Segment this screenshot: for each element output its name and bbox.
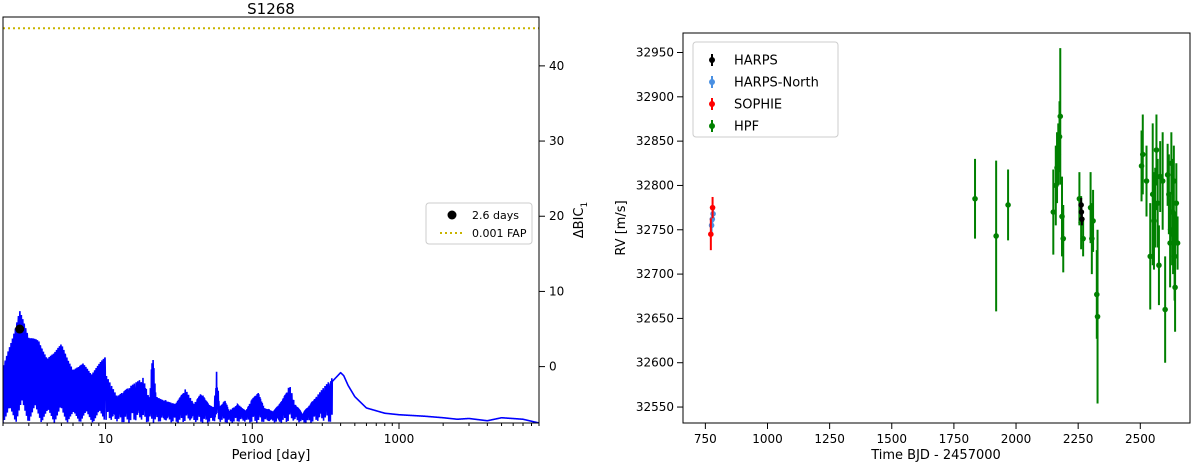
legend-fap-label: 0.001 FAP (472, 227, 527, 240)
rv-point (1152, 204, 1159, 211)
x-tick-label: 1000 (752, 432, 783, 446)
rv-point (1162, 306, 1168, 313)
rv-point (1173, 200, 1180, 206)
y-tick-label: 32700 (636, 267, 674, 281)
peak-point (15, 324, 25, 334)
periodogram-x-ticks: 10 100 1000 (2, 423, 540, 446)
x-tick-label: 750 (694, 432, 717, 446)
legend-label: HARPS-North (734, 76, 819, 91)
rv-point (1090, 218, 1096, 224)
y-tick-label: 32900 (636, 90, 674, 104)
y-tick-label: 32600 (636, 356, 674, 370)
y-tick-label: 32650 (636, 311, 674, 325)
rv-point (1172, 284, 1178, 291)
y-tick-label: 10 (549, 284, 564, 298)
rv-point (1005, 202, 1011, 208)
rv-point (1147, 253, 1154, 260)
rv-point (1154, 200, 1161, 206)
legend-label: SOPHIE (734, 98, 782, 113)
y-tick-label: 0 (549, 360, 557, 374)
y-tick-label: 32750 (636, 223, 674, 237)
periodogram-panel: S1268 10 100 1000 0 10 20 30 40 Period [day] Δ… (2, 0, 590, 463)
rv-point (1159, 178, 1166, 184)
rv-plot-frame (682, 32, 1191, 424)
x-tick-label: 1250 (814, 432, 845, 446)
rv-legend: HARPS HARPS-North SOPHIE HPF (692, 41, 839, 138)
periodogram-plot-frame (2, 16, 540, 424)
y-tick-label: 32800 (636, 178, 674, 192)
rv-point (709, 204, 716, 211)
x-tick-label: 1000 (384, 432, 415, 446)
rv-point (1139, 151, 1146, 158)
rv-point (708, 231, 714, 238)
rv-panel: 750 1000 1250 1500 1750 2000 2250 2500 32550 326… (614, 32, 1191, 463)
y-tick-label: 20 (549, 209, 564, 223)
periodogram-y-ticks: 0 10 20 30 40 (539, 59, 564, 374)
rv-point (1060, 235, 1067, 242)
y-tick-label: 32850 (636, 134, 674, 148)
y-tick-label: 32950 (636, 46, 674, 60)
periodogram-y-label: ΔBIC1 (572, 202, 590, 238)
rv-point (1153, 147, 1160, 153)
legend-marker (709, 79, 715, 85)
y-tick-label: 30 (549, 134, 564, 148)
legend-marker (709, 123, 715, 129)
rv-point (1094, 313, 1101, 320)
x-tick-label: 2000 (1001, 432, 1032, 446)
periodogram-x-label: Period [day] (232, 448, 311, 463)
rv-y-ticks: 32550 32600 32650 32700 32750 32800 32850 32900… (636, 46, 683, 414)
x-tick-label: 2250 (1063, 432, 1094, 446)
rv-point (1156, 262, 1162, 269)
rv-legend-box (692, 41, 839, 138)
rv-point (1050, 209, 1057, 215)
legend-marker (709, 101, 715, 107)
legend-label: HPF (734, 120, 759, 135)
y-tick-label: 32550 (636, 400, 674, 414)
x-tick-label: 10 (98, 432, 113, 446)
rv-point (1080, 235, 1086, 242)
rv-x-ticks: 750 1000 1250 1500 1750 2000 2250 2500 (694, 423, 1156, 446)
legend-peak-label: 2.6 days (472, 209, 519, 222)
svg-text:ΔBIC1: ΔBIC1 (572, 202, 590, 238)
x-tick-label: 2500 (1125, 432, 1156, 446)
rv-x-label: Time BJD - 2457000 (870, 448, 1001, 463)
x-tick-label: 1750 (939, 432, 970, 446)
periodogram-y-label-main: ΔBIC (572, 208, 587, 239)
x-tick-label: 1500 (876, 432, 907, 446)
periodogram-curve (3, 311, 539, 423)
rv-point (1157, 173, 1163, 180)
rv-point (1078, 209, 1085, 215)
periodogram-y-label-subscript: 1 (580, 202, 590, 208)
rv-point (1143, 178, 1150, 184)
x-tick-label: 100 (241, 432, 264, 446)
rv-point (1174, 240, 1181, 246)
legend-marker (709, 57, 715, 63)
periodogram-line (3, 311, 539, 423)
periodogram-title: S1268 (247, 0, 295, 18)
legend-peak-marker (447, 210, 457, 220)
peak-marker (15, 324, 25, 334)
rv-y-label: RV [m/s] (614, 200, 629, 255)
rv-point (972, 195, 978, 202)
periodogram-legend: 2.6 days 0.001 FAP (425, 202, 533, 245)
rv-point (1057, 113, 1064, 120)
rv-point (1171, 178, 1177, 184)
rv-point (993, 233, 999, 239)
legend-label: HARPS (734, 54, 778, 69)
rv-data-points (708, 48, 1181, 404)
y-tick-label: 40 (549, 59, 564, 73)
